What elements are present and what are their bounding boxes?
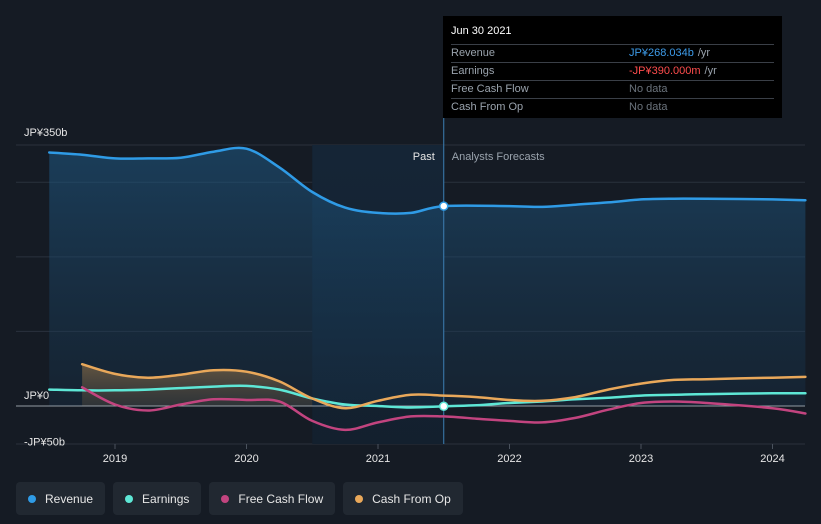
cash-from-op-dot-icon [355, 494, 364, 503]
x-axis-labels: 2019 2020 2021 2022 2023 2024 [103, 444, 785, 465]
tooltip-row-revenue: Revenue JP¥268.034b /yr [451, 45, 774, 63]
legend-item-earnings[interactable]: Earnings [113, 482, 202, 515]
legend-item-revenue[interactable]: Revenue [16, 482, 106, 515]
y-tick-label: JP¥0 [24, 390, 49, 402]
x-tick-label: 2021 [366, 453, 390, 465]
earnings-marker [439, 401, 449, 412]
x-tick-label: 2022 [497, 453, 521, 465]
earnings-line [48, 384, 807, 409]
tooltip-unit: /yr [697, 47, 711, 59]
revenue-dot-icon [28, 494, 36, 503]
tooltip-value: JP¥268.034b [629, 47, 694, 59]
revenue-line [48, 146, 807, 215]
free-cash-flow-line [80, 386, 807, 432]
tooltip-row-earnings: Earnings -JP¥390.000m /yr [451, 63, 774, 81]
y-tick-label: -JP¥50b [24, 436, 65, 448]
x-tick-label: 2023 [629, 453, 653, 465]
past-label: Past [413, 151, 435, 163]
tooltip-label: Cash From Op [451, 101, 524, 113]
revenue-marker [439, 201, 449, 211]
series-lines [48, 146, 807, 432]
x-tick-label: 2019 [103, 453, 127, 465]
legend-item-cash-from-op[interactable]: Cash From Op [343, 482, 463, 515]
tooltip-unit: /yr [704, 65, 717, 77]
earnings-dot-icon [125, 494, 134, 503]
legend: Revenue Earnings Free Cash Flow Cash Fro… [16, 482, 463, 515]
free-cash-flow-dot-icon [221, 494, 230, 503]
legend-label: Revenue [45, 491, 94, 506]
legend-item-free-cash-flow[interactable]: Free Cash Flow [209, 482, 336, 515]
tooltip-label: Revenue [451, 47, 496, 59]
legend-label: Free Cash Flow [238, 491, 324, 506]
tooltip-value: No data [629, 83, 668, 95]
legend-label: Earnings [142, 491, 190, 506]
y-axis-labels: JP¥350b JP¥0 -JP¥50b [24, 127, 67, 448]
revenue-area [49, 147, 806, 406]
forecast-label: Analysts Forecasts [452, 151, 545, 163]
cash-from-op-line [80, 362, 807, 410]
tooltip-date: Jun 30 2021 [451, 22, 774, 45]
legend-label: Cash From Op [372, 491, 451, 506]
y-tick-label: JP¥350b [24, 127, 67, 139]
tooltip-label: Earnings [451, 65, 495, 77]
x-tick-label: 2020 [234, 453, 258, 465]
tooltip: Jun 30 2021 Revenue JP¥268.034b /yr Earn… [443, 16, 782, 118]
cash-from-op-area [82, 364, 313, 406]
x-tick-label: 2024 [760, 453, 784, 465]
tooltip-value: -JP¥390.000m [629, 65, 701, 77]
highlight-markers [439, 201, 449, 412]
tooltip-row-free-cash-flow: Free Cash Flow No data [451, 81, 774, 99]
tooltip-label: Free Cash Flow [451, 83, 529, 95]
tooltip-value: No data [629, 101, 668, 113]
tooltip-row-cash-from-op: Cash From Op No data [451, 99, 774, 116]
